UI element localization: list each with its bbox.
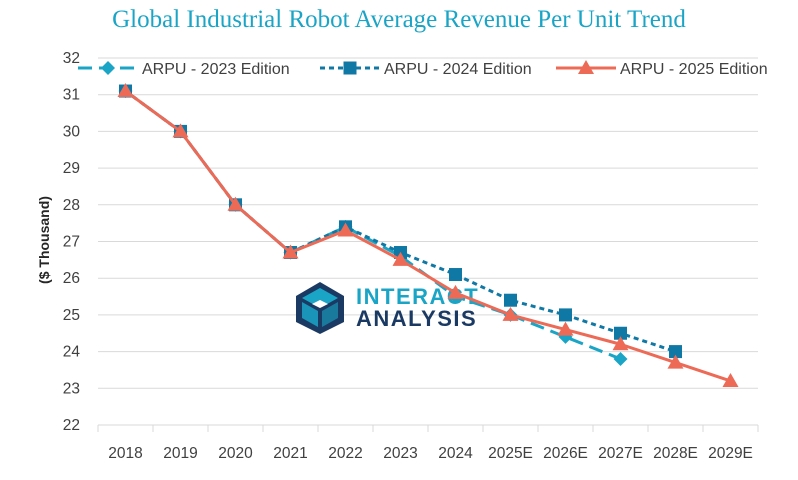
x-tick-label: 2021 xyxy=(273,445,307,462)
legend-item: ARPU - 2024 Edition xyxy=(320,61,532,78)
data-point-marker xyxy=(578,60,594,74)
y-tick-label: 26 xyxy=(63,270,80,287)
x-tick-label: 2025E xyxy=(488,445,533,462)
data-point-marker xyxy=(614,326,627,340)
data-point-marker xyxy=(667,354,684,369)
data-point-marker xyxy=(392,251,409,266)
data-point-marker xyxy=(101,61,115,75)
x-axis: 2018 2019 2020 2021 2022 2023 2024 2025E 2026E 20… xyxy=(97,425,759,462)
isometric-cube-logo-icon xyxy=(296,282,344,334)
y-tick-label: 27 xyxy=(63,234,80,251)
data-point-marker xyxy=(282,244,299,259)
data-point-marker xyxy=(449,268,462,282)
legend-label: ARPU - 2025 Edition xyxy=(620,61,768,78)
series-3 xyxy=(117,83,739,387)
x-tick-label: 2024 xyxy=(438,445,473,462)
chart-title: Global Industrial Robot Average Revenue … xyxy=(112,6,686,33)
x-tick-label: 2027E xyxy=(598,445,643,462)
y-tick-label: 22 xyxy=(63,417,80,434)
legend-item: ARPU - 2025 Edition xyxy=(556,60,768,78)
data-point-marker xyxy=(722,372,739,387)
series-line xyxy=(124,89,731,383)
y-tick-label: 31 xyxy=(63,87,80,104)
data-point-marker xyxy=(227,196,244,211)
x-tick-label: 2020 xyxy=(218,445,253,462)
y-tick-label: 28 xyxy=(63,197,80,214)
x-tick-label: 2029E xyxy=(708,445,753,462)
legend-label: ARPU - 2024 Edition xyxy=(384,61,532,78)
y-tick-label: 32 xyxy=(63,50,80,67)
legend-item: ARPU - 2023 Edition xyxy=(78,61,290,78)
y-tick-label: 29 xyxy=(63,160,80,177)
y-tick-label: 25 xyxy=(63,307,80,324)
data-point-marker xyxy=(559,308,572,322)
data-point-marker xyxy=(337,222,354,237)
series-group xyxy=(117,83,739,387)
data-point-marker xyxy=(502,306,519,321)
data-point-marker xyxy=(504,293,517,307)
x-tick-label: 2019 xyxy=(163,445,197,462)
data-point-marker xyxy=(613,351,628,366)
x-tick-label: 2028E xyxy=(653,445,698,462)
data-point-marker xyxy=(669,345,682,359)
watermark-line-2: ANALYSIS xyxy=(356,306,477,331)
watermark: INTERACT ANALYSIS xyxy=(296,282,478,334)
x-tick-label: 2018 xyxy=(108,445,142,462)
data-point-marker xyxy=(117,83,134,98)
x-tick-label: 2023 xyxy=(383,445,417,462)
y-axis-label: ($ Thousand) xyxy=(36,196,52,284)
x-tick-label: 2022 xyxy=(328,445,362,462)
y-tick-label: 30 xyxy=(63,123,81,140)
data-point-marker xyxy=(172,123,189,138)
data-point-marker xyxy=(343,61,357,75)
y-tick-label: 24 xyxy=(63,344,81,361)
legend-label: ARPU - 2023 Edition xyxy=(142,61,290,78)
y-axis: 22 23 24 25 26 27 28 29 30 31 32 xyxy=(63,50,81,434)
x-tick-label: 2026E xyxy=(543,445,588,462)
data-point-marker xyxy=(447,284,464,299)
y-tick-label: 23 xyxy=(63,380,80,397)
data-point-marker xyxy=(612,336,629,351)
grid-lines xyxy=(98,57,758,426)
data-point-marker xyxy=(557,321,574,336)
legend: ARPU - 2023 Edition ARPU - 2024 Edition AR… xyxy=(78,60,768,78)
